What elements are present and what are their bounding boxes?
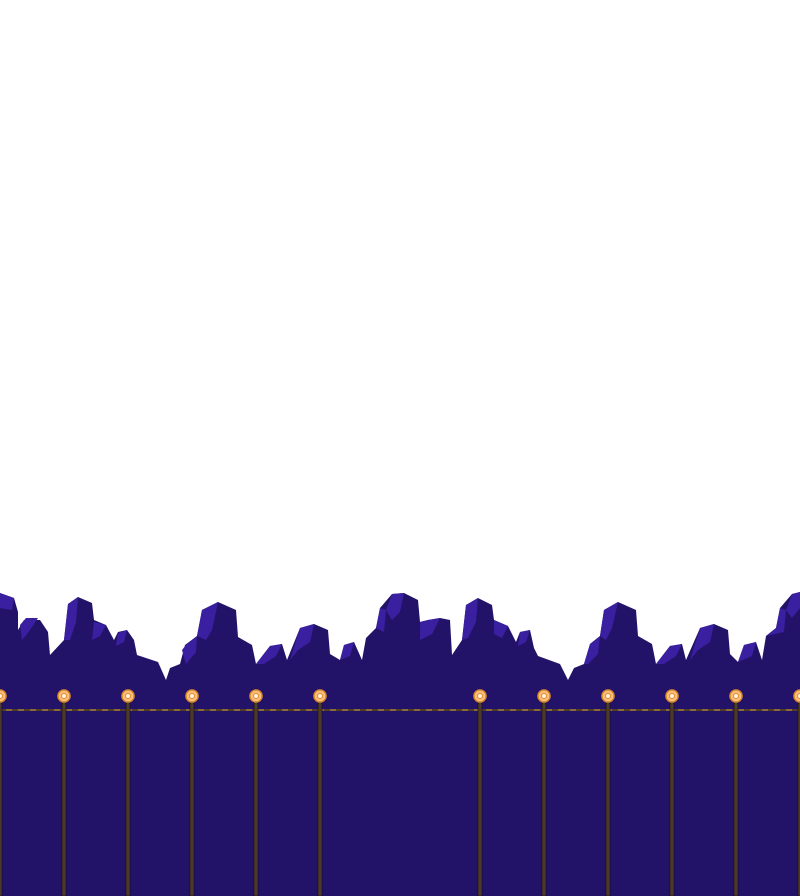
lamp-core — [541, 693, 547, 699]
fence-post — [665, 689, 679, 896]
fence-post — [57, 689, 71, 896]
fence-post — [537, 689, 551, 896]
post-pole — [669, 699, 675, 896]
fence — [0, 689, 800, 896]
lamp-core — [61, 693, 67, 699]
post-pole — [0, 699, 3, 896]
lamp-core — [125, 693, 131, 699]
lamp-core — [477, 693, 483, 699]
fence-post — [601, 689, 615, 896]
post-pole — [541, 699, 547, 896]
lamp-core — [797, 693, 800, 699]
fence-post — [0, 689, 7, 896]
fence-post — [793, 689, 800, 896]
lamp-core — [189, 693, 195, 699]
post-pole — [797, 699, 800, 896]
post-pole — [253, 699, 259, 896]
fence-post — [729, 689, 743, 896]
lamp-core — [669, 693, 675, 699]
post-pole — [605, 699, 611, 896]
post-pole — [189, 699, 195, 896]
fence-post — [185, 689, 199, 896]
fence-post — [249, 689, 263, 896]
lamp-core — [605, 693, 611, 699]
post-pole — [61, 699, 67, 896]
post-pole — [733, 699, 739, 896]
mountain-highlights — [0, 592, 800, 664]
lamp-core — [733, 693, 739, 699]
post-pole — [477, 699, 483, 896]
fence-post — [121, 689, 135, 896]
lamp-core — [317, 693, 323, 699]
post-pole — [125, 699, 131, 896]
fence-post — [473, 689, 487, 896]
post-pole — [317, 699, 323, 896]
lamp-core — [253, 693, 259, 699]
lamp-core — [0, 693, 3, 699]
mountain-range — [0, 592, 800, 896]
fence-post — [313, 689, 327, 896]
